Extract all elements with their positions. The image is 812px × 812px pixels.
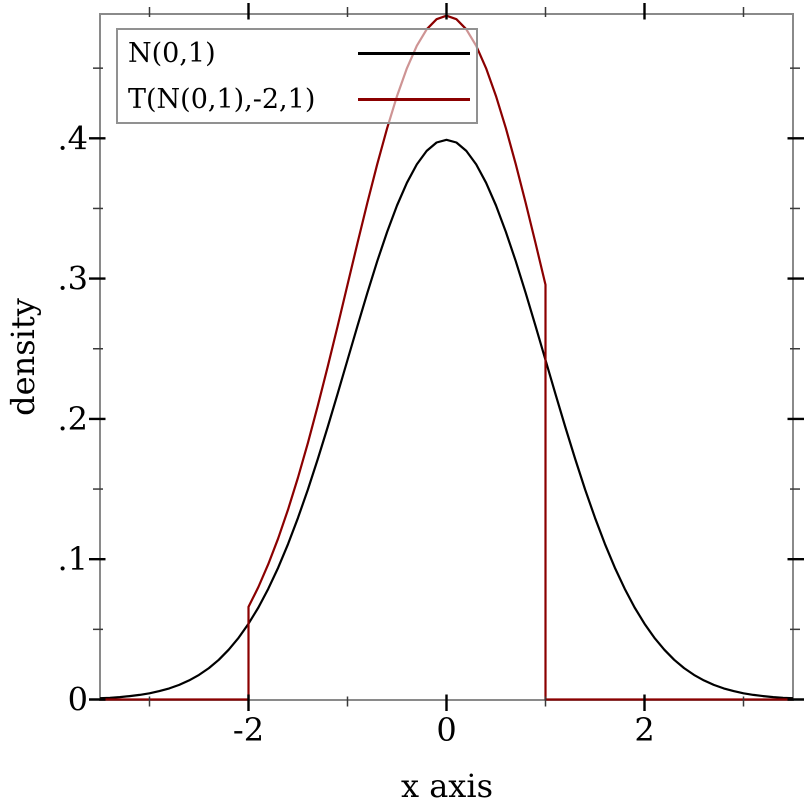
x-tick-label: 0 <box>436 711 456 749</box>
y-tick-label: 0 <box>68 681 88 719</box>
legend: N(0,1) T(N(0,1),-2,1) <box>116 28 478 124</box>
x-axis-title: x axis <box>401 767 493 805</box>
y-tick-label: .4 <box>57 119 88 157</box>
series-line-0 <box>99 138 794 700</box>
legend-label: T(N(0,1),-2,1) <box>128 83 316 115</box>
legend-entry-truncated: T(N(0,1),-2,1) <box>118 76 476 122</box>
x-tick-label: -2 <box>233 711 264 749</box>
legend-label: N(0,1) <box>128 37 216 69</box>
y-axis-title: density <box>4 298 42 416</box>
y-tick-label: .2 <box>57 400 88 438</box>
x-tick-label: 2 <box>634 711 654 749</box>
plot-area: -2 0 2 0 .1 .2 .3 .4 <box>57 3 804 749</box>
y-tick-label: .1 <box>57 540 88 578</box>
y-tick-label: .3 <box>57 260 88 298</box>
legend-line-sample <box>358 51 470 55</box>
legend-entry-normal: N(0,1) <box>118 30 476 76</box>
legend-line-sample <box>358 97 470 101</box>
